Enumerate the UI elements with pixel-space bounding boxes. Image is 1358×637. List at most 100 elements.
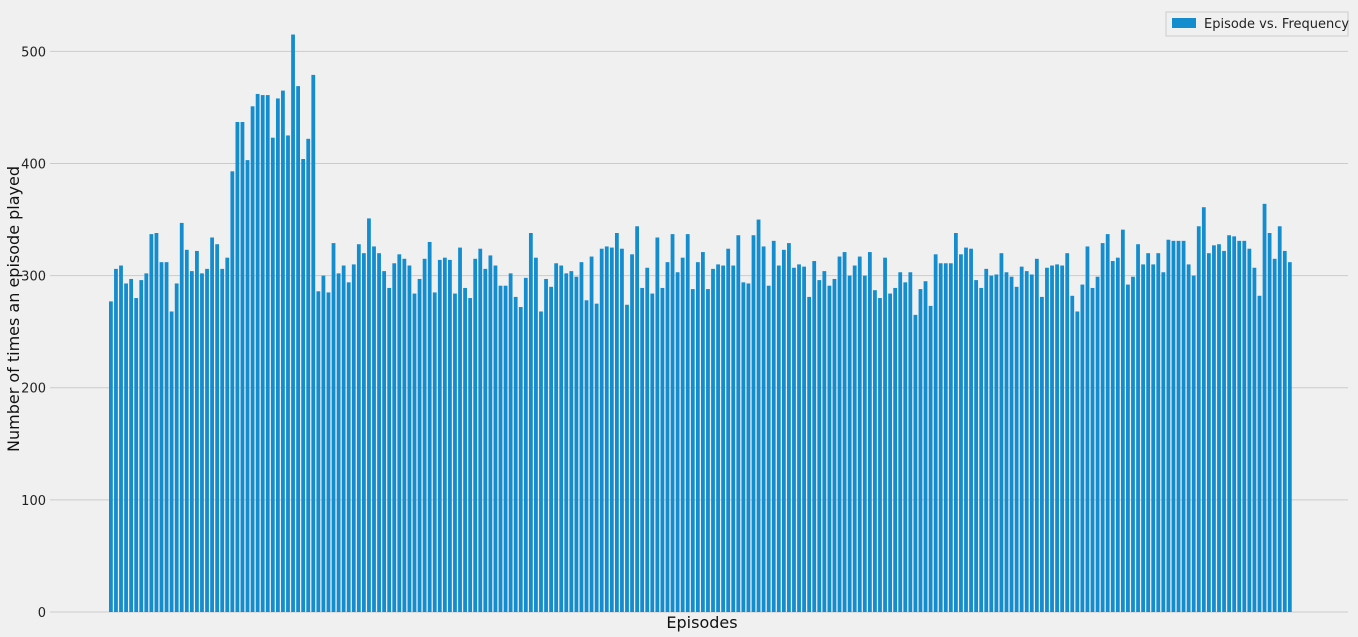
bar — [781, 249, 786, 612]
bar — [832, 278, 837, 612]
bar — [255, 93, 260, 612]
bar — [999, 253, 1004, 612]
bar — [721, 265, 726, 612]
bar — [164, 262, 169, 612]
bar — [205, 268, 209, 612]
bar — [888, 293, 892, 612]
bar — [883, 257, 887, 612]
bar — [1166, 239, 1171, 613]
bar — [184, 249, 189, 612]
bar — [508, 273, 513, 612]
bar — [1131, 276, 1135, 612]
bar — [1019, 266, 1024, 612]
bar — [195, 250, 199, 612]
bar — [817, 280, 822, 612]
bar — [1105, 234, 1110, 612]
bar — [635, 226, 640, 612]
bar — [1095, 276, 1100, 612]
bar — [690, 289, 695, 612]
bar — [1110, 261, 1115, 612]
bar — [766, 285, 771, 612]
bar — [240, 121, 245, 613]
bar — [235, 121, 240, 613]
bar — [458, 247, 462, 612]
bar — [1029, 274, 1034, 612]
legend-box — [1165, 11, 1349, 37]
bar — [822, 271, 827, 612]
bar — [1206, 253, 1211, 612]
bar — [670, 234, 675, 612]
bar — [473, 258, 478, 612]
bar — [326, 292, 331, 612]
bar — [1034, 258, 1039, 612]
bar — [756, 219, 761, 613]
bar — [361, 253, 366, 612]
bar — [554, 263, 559, 612]
bar — [377, 253, 381, 612]
bar — [979, 287, 984, 612]
bar — [1060, 265, 1065, 612]
bar — [412, 293, 417, 612]
bar — [1252, 267, 1257, 612]
bar — [660, 287, 665, 612]
bar — [392, 263, 397, 612]
bar — [559, 265, 564, 612]
bar — [528, 233, 533, 612]
bar — [549, 286, 553, 612]
bar — [1217, 244, 1221, 612]
bar — [1090, 287, 1095, 612]
bar — [539, 311, 543, 612]
bar — [1075, 311, 1080, 612]
bar — [1242, 240, 1247, 612]
bar — [675, 272, 680, 612]
bar — [230, 171, 235, 612]
bar — [989, 275, 994, 612]
bar — [341, 265, 346, 612]
bar — [372, 246, 376, 612]
bar — [402, 258, 407, 612]
bar — [862, 275, 867, 612]
bar — [569, 271, 574, 612]
bar — [169, 311, 174, 612]
legend-label: Episode vs. Frequency — [1204, 17, 1349, 32]
bar — [584, 300, 589, 612]
bar — [534, 257, 538, 612]
bar — [893, 287, 898, 612]
bar — [493, 265, 498, 612]
bar — [1080, 284, 1085, 612]
bar — [655, 237, 660, 613]
bar — [321, 275, 326, 612]
bar — [959, 254, 963, 612]
bar — [650, 293, 655, 612]
bar — [1126, 284, 1130, 612]
bar — [792, 267, 796, 612]
y-tick-label: 200 — [21, 382, 46, 397]
bar — [706, 289, 710, 612]
bar — [1070, 295, 1075, 612]
bar — [109, 301, 113, 612]
bar — [1237, 240, 1242, 612]
bar — [620, 248, 624, 612]
bar — [124, 283, 128, 612]
bar — [174, 283, 179, 612]
bar — [503, 285, 508, 612]
bar — [716, 264, 720, 612]
bar — [1181, 240, 1186, 612]
bar — [367, 218, 371, 613]
bar — [296, 86, 300, 613]
bar — [301, 158, 306, 613]
bar — [159, 262, 164, 612]
bar — [564, 273, 569, 612]
y-tick-label: 400 — [21, 157, 46, 172]
bar — [291, 34, 295, 612]
bar — [827, 285, 832, 612]
bar — [969, 248, 973, 612]
bar — [1176, 240, 1181, 612]
bar — [1257, 295, 1262, 612]
bar — [645, 267, 650, 612]
bar — [154, 233, 159, 612]
bar — [761, 246, 766, 612]
bar — [331, 243, 336, 612]
bar — [1222, 250, 1226, 612]
bar — [604, 246, 609, 612]
